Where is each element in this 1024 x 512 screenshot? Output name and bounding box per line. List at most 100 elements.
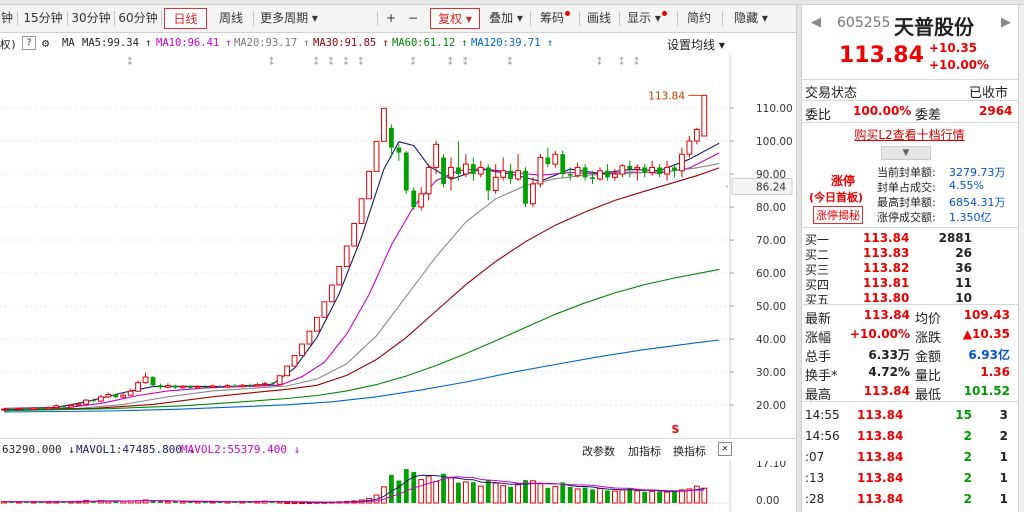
candle-body-up bbox=[612, 173, 618, 178]
period-daily[interactable]: 日线 bbox=[164, 8, 207, 29]
bid-volume: 36 bbox=[955, 261, 972, 275]
buy-l2-link[interactable]: 购买L2查看十档行情 bbox=[854, 128, 965, 142]
collapse-row: ▼ bbox=[801, 146, 1018, 160]
candle-body-up bbox=[105, 394, 112, 398]
candle-body-up bbox=[1, 408, 7, 411]
adjust-price-dropdown[interactable]: 复权 ▾ bbox=[430, 8, 480, 29]
period-60min[interactable]: 60分钟 bbox=[118, 11, 158, 25]
zoom-in-icon[interactable]: + bbox=[385, 11, 397, 25]
display-dropdown[interactable]: 显示 ▾ bbox=[622, 8, 672, 29]
limit-up-block: 涨停 (今日首板) 涨停揭秘 当前封单额: 3279.73万 封单占成交: 4.… bbox=[801, 166, 1018, 226]
last-price-label: 86.24 bbox=[756, 181, 786, 193]
signal-s-icon: S bbox=[672, 423, 680, 436]
period-more-dropdown[interactable]: 更多周期 ▾ bbox=[260, 11, 318, 25]
candle-body-up bbox=[366, 170, 372, 200]
tick-time: :07 bbox=[805, 450, 825, 464]
candle-body-down bbox=[560, 154, 566, 175]
close-icon[interactable]: ✕ bbox=[718, 442, 732, 456]
candlestick-chart[interactable]: 20.0030.0040.0050.0060.0070.0080.0090.00… bbox=[0, 55, 796, 438]
add-indicator-button[interactable]: 加指标 bbox=[628, 445, 661, 458]
event-marker-icon: ⁑ bbox=[359, 56, 364, 68]
help-icon[interactable]: ? bbox=[22, 36, 36, 50]
ma30-value: MA30:91.85 ↑ bbox=[313, 37, 389, 49]
collapse-arrow-icon[interactable]: ▼ bbox=[881, 146, 931, 160]
overlay-dropdown[interactable]: 叠加 ▾ bbox=[489, 11, 523, 25]
candle-body-up bbox=[686, 140, 693, 155]
chip-distribution-button[interactable]: 筹码 bbox=[534, 8, 576, 29]
limit-up-title: 涨停 bbox=[831, 174, 856, 188]
period-minute-partial[interactable]: 钟 bbox=[0, 11, 13, 25]
y-tick-label: 110.00 bbox=[756, 103, 793, 115]
volume-bar-up bbox=[597, 487, 603, 504]
bid-volume: 2881 bbox=[938, 231, 972, 245]
event-marker-icon: ⁑ bbox=[448, 56, 453, 68]
price-block: 113.84 +10.35 +10.00% bbox=[801, 41, 1018, 77]
volume-bar-down bbox=[150, 500, 156, 503]
y-tick-label: 60.00 bbox=[756, 268, 786, 280]
edit-params-button[interactable]: 改参数 bbox=[582, 445, 615, 458]
current-price: 113.84 bbox=[839, 43, 924, 68]
candle-body-up bbox=[515, 170, 521, 180]
draw-line-button[interactable]: 画线 bbox=[586, 11, 611, 25]
event-marker-icon: ⁑ bbox=[329, 56, 334, 68]
candle-body-up bbox=[276, 375, 283, 385]
volume-bar-down bbox=[247, 501, 253, 503]
tick-volume: 15 bbox=[955, 408, 972, 422]
panel-divider[interactable] bbox=[796, 5, 802, 512]
candle-body-down bbox=[672, 167, 677, 171]
candle-body-up bbox=[537, 157, 544, 185]
volume-bar-down bbox=[113, 501, 119, 503]
settings-gear-icon[interactable]: ⚙ bbox=[42, 36, 50, 50]
candle-body-up bbox=[634, 166, 641, 170]
simple-mode-button[interactable]: 简约 bbox=[686, 11, 711, 25]
tick-time: 14:55 bbox=[805, 408, 840, 422]
switch-indicator-button[interactable]: 换指标 bbox=[673, 445, 706, 458]
zoom-out-icon[interactable]: − bbox=[407, 11, 419, 25]
weicha-value: 2964 bbox=[979, 104, 1013, 118]
limit-stat-label: 最高封单额: bbox=[877, 196, 936, 209]
volume-bar-down bbox=[508, 486, 513, 503]
stat-value: 6.93亿 bbox=[968, 348, 1010, 362]
ma-line-ma5 bbox=[3, 141, 720, 409]
prev-stock-icon[interactable]: ◀ bbox=[811, 15, 821, 30]
candle-body-up bbox=[120, 394, 127, 398]
bid-label: 买二 bbox=[805, 248, 830, 262]
candle-body-up bbox=[418, 193, 425, 208]
tick-price: 113.84 bbox=[857, 450, 904, 464]
candle-body-up bbox=[254, 384, 261, 387]
stat-value: 113.84 bbox=[863, 384, 910, 398]
status-value: 已收市 bbox=[969, 86, 1009, 101]
volume-bar-up bbox=[463, 481, 469, 504]
period-15min[interactable]: 15分钟 bbox=[23, 11, 63, 25]
period-30min[interactable]: 30分钟 bbox=[71, 11, 111, 25]
limit-up-reveal-button[interactable]: 涨停揭秘 bbox=[813, 206, 863, 224]
stat-value: 6.33万 bbox=[868, 348, 910, 362]
event-marker-icon: ⁑ bbox=[463, 56, 468, 68]
candle-body-down bbox=[61, 405, 66, 408]
next-stock-icon[interactable]: ▶ bbox=[1001, 15, 1011, 30]
volume-bar-down bbox=[441, 473, 446, 503]
volume-bar-up bbox=[701, 487, 708, 504]
volume-bar-up bbox=[537, 483, 544, 504]
volume-bar-down bbox=[9, 501, 14, 503]
bid-price: 113.81 bbox=[863, 276, 910, 290]
high-price-marker: 113.84 bbox=[648, 90, 685, 102]
candle-body-up bbox=[597, 170, 603, 180]
volume-bar-down bbox=[657, 491, 662, 503]
period-weekly[interactable]: 周线 bbox=[218, 11, 243, 25]
menu-strip bbox=[0, 0, 1024, 5]
tick-time: :13 bbox=[805, 471, 825, 485]
status-label: 交易状态 bbox=[805, 86, 858, 101]
candle-body-down bbox=[389, 127, 394, 148]
candle-body-up bbox=[328, 284, 335, 303]
side-edge bbox=[1018, 5, 1024, 512]
y-tick-label: 20.00 bbox=[756, 400, 786, 412]
volume-bar-down bbox=[523, 480, 528, 503]
volume-bar-down bbox=[172, 501, 178, 503]
candle-body-up bbox=[358, 198, 365, 225]
volume-bar-up bbox=[686, 488, 693, 504]
volume-bar-down bbox=[202, 501, 208, 503]
hide-dropdown[interactable]: 隐藏 ▾ bbox=[734, 11, 768, 25]
candle-body-down bbox=[187, 386, 193, 388]
ma-settings-dropdown[interactable]: 设置均线 ▾ bbox=[667, 38, 725, 52]
